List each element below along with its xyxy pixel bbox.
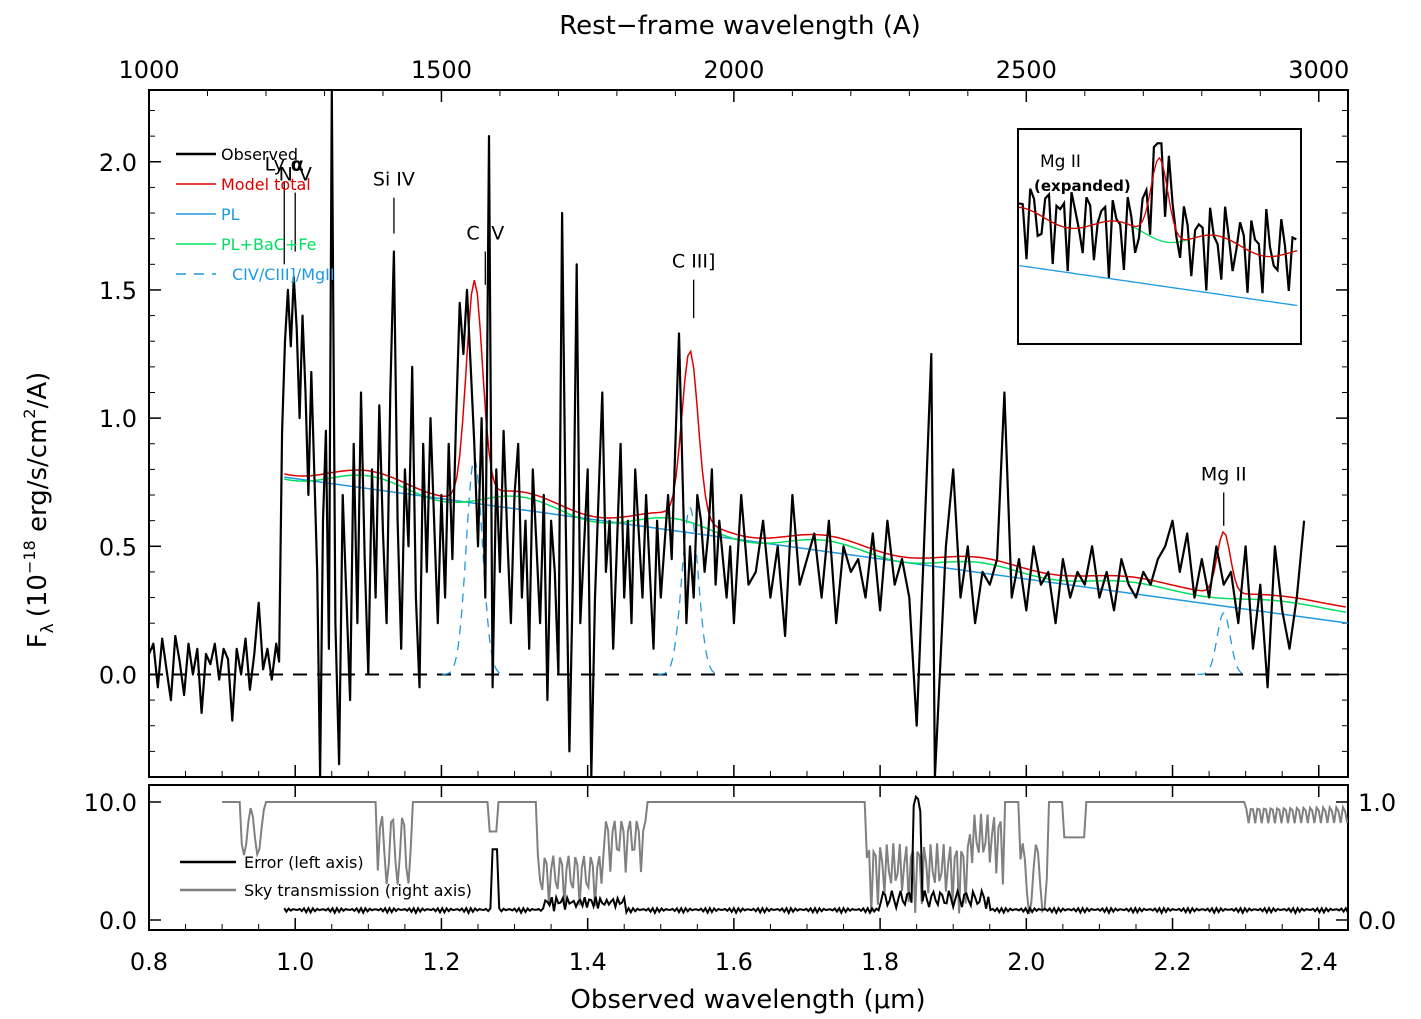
x-tick-label: 2.0 xyxy=(1007,948,1045,976)
main-legend: Observed Model total PL PL+BaC+Fe CIV/CI… xyxy=(176,145,335,284)
y-label-f: F xyxy=(23,633,53,648)
x-tick-label: 1.6 xyxy=(715,948,753,976)
inset-plot xyxy=(1019,142,1298,307)
y-tick-label: 0.0 xyxy=(99,661,137,689)
inset-observed-line xyxy=(1019,142,1297,294)
main-plot: 1000 1500 2000 2500 3000 0.0 0.5 1.0 1.5 2.0 Ly αN… xyxy=(99,56,1349,777)
x-tick-label: 1.2 xyxy=(422,948,460,976)
y-label-exp: −18 xyxy=(20,540,39,574)
line-id-label: N V xyxy=(279,164,312,186)
y-label-mid: erg/s/cm xyxy=(23,419,53,541)
top-axis-label: Rest−frame wavelength (A) xyxy=(559,11,921,41)
bottom-plot-frame xyxy=(148,784,1349,931)
legend-label-error: Error (left axis) xyxy=(244,853,364,872)
y-tick-label: 1.5 xyxy=(99,277,137,305)
top-tick-label: 1500 xyxy=(411,56,472,84)
line-id-label: Mg II xyxy=(1201,463,1247,485)
legend-label-pl-bac-fe: PL+BaC+Fe xyxy=(221,235,317,254)
inset-pl-line xyxy=(1019,264,1298,307)
x-tick-label: 1.0 xyxy=(276,948,314,976)
bottom-right-tick-label: 1.0 xyxy=(1358,789,1396,817)
svg-text:Fλ(10−18 erg/s/cm2/A): Fλ (10−18 erg/s/cm2/A) xyxy=(20,372,58,649)
gaussian-component-1 xyxy=(657,506,722,676)
legend-label-sky: Sky transmission (right axis) xyxy=(244,881,472,900)
top-tick-label: 2500 xyxy=(996,56,1057,84)
y-label-pre: (10 xyxy=(23,574,53,617)
observed-series-line xyxy=(149,90,1306,777)
error-line xyxy=(283,794,1348,916)
y-tick-label: 2.0 xyxy=(99,149,137,177)
x-tick-label: 1.4 xyxy=(569,948,607,976)
line-id-label-greek: α xyxy=(291,153,304,175)
sky-transmission-line xyxy=(222,801,1348,914)
top-tick-label: 3000 xyxy=(1288,56,1349,84)
line-id-label: C IV xyxy=(466,222,504,244)
bottom-right-tick-label: 0.0 xyxy=(1358,907,1396,935)
x-axis-label: Observed wavelength (μm) xyxy=(570,985,925,1015)
x-tick-label: 1.8 xyxy=(861,948,899,976)
bottom-legend: Error (left axis) Sky transmission (righ… xyxy=(180,853,472,900)
inset-subtitle: (expanded) xyxy=(1034,177,1131,195)
line-id-label: C III] xyxy=(672,251,716,273)
legend-label-gaussians: CIV/CIII]/MgII xyxy=(232,265,335,284)
gaussian-component-2 xyxy=(1197,612,1250,676)
y-label-exp2: 2 xyxy=(20,408,39,418)
legend-label-model-total: Model total xyxy=(221,175,311,194)
inset-model-line xyxy=(1019,156,1298,258)
top-tick-label: 2000 xyxy=(703,56,764,84)
y-axis-label: Fλ (10−18 erg/s/cm2/A) xyxy=(20,372,58,649)
main-plot-frame xyxy=(148,89,1349,778)
line-id-label-text: Ly xyxy=(265,153,291,175)
x-tick-label: 2.2 xyxy=(1153,948,1191,976)
y-label-sub: λ xyxy=(38,623,58,633)
y-label-post: /A) xyxy=(23,372,53,409)
y-tick-label: 0.5 xyxy=(99,533,137,561)
top-tick-label: 1000 xyxy=(118,56,179,84)
bottom-left-tick-label: 10.0 xyxy=(84,789,137,817)
bottom-left-tick-label: 0.0 xyxy=(99,907,137,935)
line-id-label: Ly α xyxy=(265,153,304,175)
mgii-inset: Mg II (expanded) xyxy=(1017,128,1302,345)
line-id-label: Si IV xyxy=(373,169,415,191)
inset-title: Mg II xyxy=(1040,152,1081,172)
bottom-plot: 0.8 1.0 1.2 1.4 1.6 1.8 2.0 2.2 2.4 10.0 0.0 1.0 0.0 xyxy=(84,785,1396,976)
x-tick-label: 0.8 xyxy=(130,948,168,976)
legend-label-pl: PL xyxy=(221,205,240,224)
legend-label-observed: Observed xyxy=(221,145,298,164)
x-tick-label: 2.4 xyxy=(1300,948,1338,976)
y-tick-label: 1.0 xyxy=(99,405,137,433)
